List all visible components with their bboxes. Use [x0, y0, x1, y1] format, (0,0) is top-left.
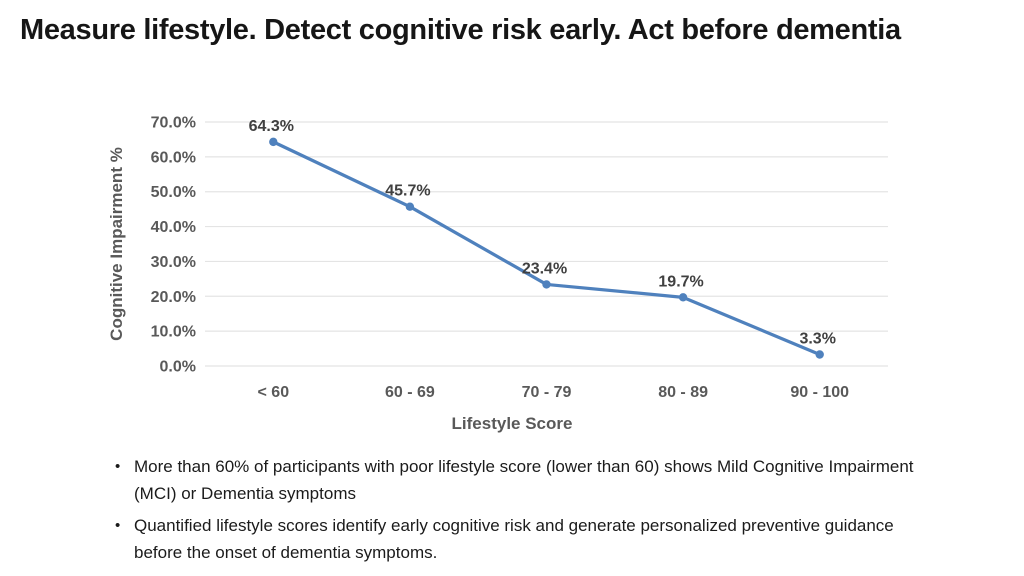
data-point-label: 3.3% — [799, 330, 835, 347]
y-tick-label: 20.0% — [151, 289, 196, 306]
data-point-label: 64.3% — [249, 118, 294, 135]
data-point-label: 45.7% — [385, 183, 430, 200]
bullet-dot: • — [115, 517, 121, 534]
y-tick-label: 50.0% — [151, 184, 196, 201]
x-axis-title: Lifestyle Score — [451, 414, 573, 433]
bullet-item: • Quantified lifestyle scores identify e… — [115, 512, 939, 566]
slide-title: Measure lifestyle. Detect cognitive risk… — [20, 14, 901, 46]
y-tick-label: 30.0% — [151, 254, 196, 271]
x-tick-label: 90 - 100 — [790, 384, 849, 401]
bullet-text: Quantified lifestyle scores identify ear… — [134, 516, 894, 562]
data-point — [405, 202, 415, 211]
data-point — [678, 293, 688, 302]
bullet-list: • More than 60% of participants with poo… — [115, 453, 939, 571]
line-chart: 0.0% 10.0% 20.0% 30.0% 40.0% 50.0% 60.0% 70.0% <… — [151, 115, 888, 401]
y-tick-label: 40.0% — [151, 219, 196, 236]
data-point-label: 23.4% — [522, 260, 567, 277]
bullet-item: • More than 60% of participants with poo… — [115, 453, 939, 507]
y-axis-title: Cognitive Impairment % — [107, 147, 126, 341]
y-tick-label: 0.0% — [160, 359, 196, 376]
x-tick-label: 80 - 89 — [658, 384, 708, 401]
bullet-dot: • — [115, 458, 121, 475]
x-tick-label: 70 - 79 — [522, 384, 572, 401]
y-tick-label: 60.0% — [151, 149, 196, 166]
y-tick-label: 10.0% — [151, 324, 196, 341]
x-tick-label: 60 - 69 — [385, 384, 435, 401]
y-tick-label: 70.0% — [151, 115, 196, 132]
data-point — [269, 137, 278, 147]
trend-line — [271, 140, 822, 357]
data-point — [542, 280, 551, 289]
data-point — [815, 350, 824, 359]
bullet-text: More than 60% of participants with poor … — [134, 457, 914, 503]
data-point-label: 19.7% — [658, 273, 703, 290]
x-tick-label: < 60 — [258, 384, 290, 401]
